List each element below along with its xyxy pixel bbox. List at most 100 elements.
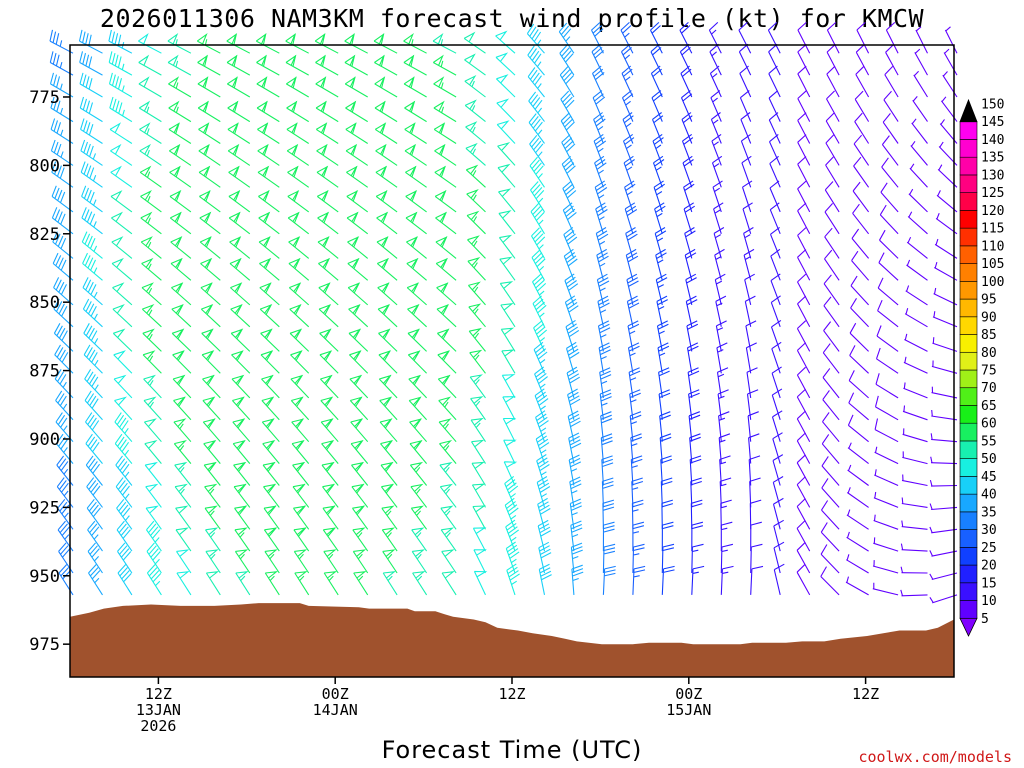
wind-barb — [234, 549, 251, 574]
wind-barb — [690, 499, 703, 530]
wind-barb — [602, 565, 616, 595]
wind-barb — [627, 320, 640, 352]
wind-barb — [570, 542, 583, 574]
wind-barb — [822, 343, 840, 374]
wind-barb — [879, 229, 899, 259]
wind-barb — [203, 440, 221, 464]
wind-barb — [229, 236, 251, 259]
wind-barb — [227, 143, 251, 166]
wind-barb — [345, 143, 369, 166]
wind-barb — [506, 563, 520, 596]
wind-barb — [262, 440, 280, 464]
wind-barb — [171, 304, 192, 328]
wind-barb — [902, 428, 928, 443]
wind-barb — [740, 133, 752, 166]
wind-barb — [796, 388, 811, 421]
wind-barb — [404, 100, 427, 123]
wind-barb — [410, 483, 428, 508]
wind-barb — [287, 211, 310, 235]
wind-barb — [81, 207, 103, 235]
wind-barb — [874, 469, 899, 487]
wind-barb — [138, 33, 162, 54]
wind-barb — [739, 90, 752, 122]
wind-barb — [470, 396, 486, 421]
wind-barb — [434, 165, 457, 188]
colorbar-label: 10 — [981, 594, 997, 609]
wind-barb — [289, 328, 310, 352]
colorbar-label: 130 — [981, 168, 1004, 183]
wind-barb — [600, 433, 613, 464]
wind-barb — [56, 477, 74, 508]
wind-barb — [904, 333, 928, 352]
wind-barb — [528, 113, 545, 144]
wind-barb — [915, 26, 928, 54]
wind-barb — [288, 282, 310, 306]
colorbar-label: 90 — [981, 310, 997, 325]
wind-barb — [768, 65, 781, 98]
wind-barb — [143, 396, 162, 421]
wind-barb — [286, 122, 309, 144]
wind-barb — [228, 190, 251, 213]
wind-barb — [535, 410, 549, 442]
colorbar-swatch — [959, 281, 978, 300]
wind-barb — [532, 273, 547, 306]
wind-barb — [526, 23, 545, 54]
wind-barb — [200, 282, 221, 306]
wind-barb — [875, 373, 899, 399]
wind-barb — [711, 133, 722, 166]
wind-barb — [850, 298, 869, 328]
wind-barb — [230, 304, 251, 328]
wind-barb — [691, 521, 704, 552]
wind-barb — [322, 505, 339, 530]
wind-barb — [51, 207, 74, 235]
wind-barb — [257, 143, 280, 166]
wind-barb — [558, 22, 575, 54]
wind-barb — [465, 164, 486, 188]
colorbar-swatch — [959, 564, 978, 584]
wind-barb — [315, 76, 339, 98]
wind-barb — [203, 461, 221, 486]
wind-barb — [872, 560, 899, 574]
wind-barb — [656, 320, 669, 352]
wind-barb — [848, 392, 869, 421]
wind-barb — [320, 396, 339, 421]
wind-barb — [715, 295, 727, 327]
colorbar-swatch — [959, 600, 978, 619]
wind-barb — [173, 418, 192, 443]
wind-barb — [531, 249, 546, 281]
wind-barb — [323, 571, 339, 596]
wind-barb — [145, 505, 162, 530]
wind-barb — [944, 26, 958, 54]
wind-barb — [288, 236, 310, 259]
wind-barb — [658, 367, 670, 398]
wind-barb — [51, 185, 74, 213]
wind-barb — [264, 571, 280, 596]
wind-barb — [51, 161, 74, 188]
wind-barb — [197, 100, 221, 123]
wind-barb — [536, 454, 550, 486]
wind-barb — [438, 418, 457, 443]
colorbar-swatch — [959, 245, 978, 264]
wind-barb — [109, 122, 133, 144]
wind-barb — [108, 51, 133, 76]
wind-barb — [173, 396, 192, 421]
wind-barb — [497, 142, 516, 166]
wind-barb — [931, 386, 958, 399]
colorbar-label: 75 — [981, 364, 997, 379]
wind-barb — [768, 90, 781, 122]
wind-barb — [407, 350, 427, 374]
wind-barb — [315, 100, 339, 123]
wind-barb — [796, 410, 811, 442]
wind-barb — [344, 54, 368, 76]
wind-barb — [380, 461, 398, 486]
wind-barb — [629, 389, 641, 420]
colorbar-swatch — [959, 351, 978, 371]
wind-barb — [410, 505, 428, 530]
wind-barb — [172, 350, 192, 374]
colorbar-swatch — [959, 547, 978, 566]
colorbar-label: 110 — [981, 239, 1004, 254]
colorbar-swatch — [959, 263, 978, 282]
colorbar-swatch — [959, 156, 978, 176]
wind-barb — [411, 527, 428, 552]
